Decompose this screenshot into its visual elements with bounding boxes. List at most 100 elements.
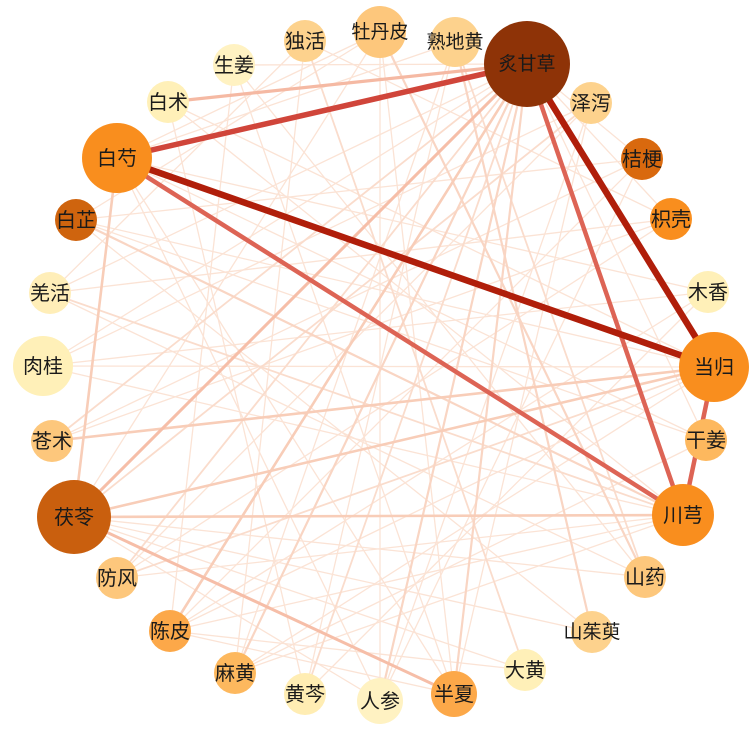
edge-baishao-shudihuang (116, 41, 456, 159)
edge-baishao-renshen (116, 157, 381, 702)
node-baizhu: 白术 (147, 81, 189, 123)
node-label-banxia: 半夏 (434, 682, 474, 706)
node-mahuang: 麻黄 (214, 652, 256, 694)
node-label-shengjiang: 生姜 (214, 53, 254, 77)
node-label-ganjiang: 干姜 (686, 428, 726, 452)
node-danggui: 当归 (679, 332, 749, 402)
node-circle-renshen (357, 678, 403, 724)
node-label-shudihuang: 熟地黄 (426, 31, 483, 53)
edge-zexie-fuling (73, 102, 592, 518)
node-fuling: 茯苓 (37, 480, 111, 554)
node-duhuo: 独活 (284, 20, 326, 62)
node-circle-shanyao (624, 556, 666, 598)
edge-mahuang-zhigancao (233, 62, 529, 675)
node-label-zhiqiao: 枳壳 (651, 207, 691, 231)
edge-dahuang-chenpi (169, 630, 526, 671)
edge-qianghuo-zhiqiao (49, 218, 672, 294)
node-chenpi: 陈皮 (149, 610, 191, 652)
node-circle-shudihuang (430, 17, 480, 67)
node-dahuang: 大黄 (504, 649, 546, 691)
node-circle-zexie (570, 82, 612, 124)
node-cangzhu: 苍术 (31, 420, 73, 462)
node-baizhi: 白芷 (55, 199, 97, 241)
node-zexie: 泽泻 (570, 82, 612, 124)
node-label-baizhu: 白术 (148, 90, 188, 114)
node-label-chenpi: 陈皮 (150, 619, 190, 643)
edge-cangzhu-jiegeng (51, 158, 643, 442)
edge-baishao-banxia (116, 157, 455, 695)
node-label-danggui: 当归 (694, 355, 734, 379)
edge-chenpi-zhigancao (168, 62, 529, 633)
edge-shanzhuyu-baizhi (75, 219, 593, 633)
node-circle-mudanpi (354, 6, 406, 58)
node-circle-shanzhuyu (571, 611, 613, 653)
node-ganjiang: 干姜 (685, 419, 727, 461)
edge-baizhu-chuanxiong (167, 101, 684, 516)
edge-baizhi-jiegeng (75, 158, 643, 221)
node-huangqin: 黄芩 (284, 673, 326, 715)
node-circle-baizhi (55, 199, 97, 241)
node-circle-mahuang (214, 652, 256, 694)
node-circle-chenpi (149, 610, 191, 652)
node-label-fangfeng: 防风 (97, 566, 137, 590)
edge-duhuo-zhiqiao (304, 40, 672, 220)
edge-fuling-mudanpi (73, 31, 381, 518)
edge-shanyao-qianghuo (49, 292, 646, 578)
node-circle-fuling (37, 480, 111, 554)
edge-fuling-danggui (72, 365, 716, 519)
node-shengjiang: 生姜 (213, 44, 255, 86)
node-shudihuang: 熟地黄 (426, 17, 484, 67)
node-label-baizhi: 白芷 (56, 208, 96, 232)
edge-zhigancao-fuling (72, 62, 529, 519)
node-zhigancao: 炙甘草 (484, 21, 570, 107)
edge-renshen-jiegeng (379, 158, 643, 702)
edge-renshen-zhigancao (378, 62, 529, 703)
node-label-zhigancao: 炙甘草 (498, 53, 555, 75)
edge-huangqin-muxiang (304, 291, 709, 695)
edge-fuling-dahuang (73, 516, 526, 671)
node-baishao: 白芍 (82, 123, 152, 193)
node-label-mudanpi: 牡丹皮 (351, 21, 408, 43)
node-circle-muxiang (687, 271, 729, 313)
node-circle-dahuang (504, 649, 546, 691)
node-rougui: 肉桂 (13, 336, 73, 396)
node-label-duhuo: 独活 (285, 29, 325, 53)
node-circle-jiegeng (621, 138, 663, 180)
edge-fangfeng-zhiqiao (116, 218, 672, 579)
edge-zhigancao-cangzhu (51, 63, 528, 442)
node-circle-shengjiang (213, 44, 255, 86)
node-circle-chuanxiong (652, 484, 714, 546)
node-label-chuanxiong: 川芎 (663, 503, 703, 527)
node-label-mahuang: 麻黄 (215, 661, 255, 685)
node-circle-baizhu (147, 81, 189, 123)
node-circle-zhiqiao (650, 198, 692, 240)
node-circle-zhigancao (484, 21, 570, 107)
edge-baizhi-chuanxiong (74, 218, 685, 517)
edge-fuling-banxia (72, 515, 456, 696)
edge-huangqin-baizhu (167, 101, 306, 695)
edge-zhigancao-qianghuo (49, 63, 528, 294)
node-label-cangzhu: 苍术 (32, 429, 72, 453)
node-circle-fangfeng (96, 557, 138, 599)
node-label-shanzhuyu: 山茱萸 (563, 621, 620, 643)
edge-chenpi-jiegeng (169, 158, 643, 632)
edge-shengjiang-shanyao (233, 64, 646, 578)
edge-banxia-zhigancao (452, 62, 529, 696)
node-circle-banxia (431, 671, 477, 717)
edge-fuling-chuanxiong (72, 513, 685, 519)
node-circle-huangqin (284, 673, 326, 715)
node-qianghuo: 羌活 (29, 272, 71, 314)
edge-zhigancao-baishao (114, 61, 530, 161)
edge-rougui-muxiang (42, 291, 709, 367)
edge-duhuo-dahuang (304, 40, 526, 671)
edge-huangqin-zhigancao (304, 63, 528, 695)
edge-qianghuo-duhuo (49, 40, 306, 294)
node-muxiang: 木香 (687, 271, 729, 313)
edge-baizhu-danggui (167, 101, 715, 368)
edge-zhigancao-fangfeng (116, 63, 528, 579)
edge-zhigancao-baizhu (166, 62, 529, 104)
edge-chuanxiong-fangfeng (116, 514, 684, 579)
node-label-dahuang: 大黄 (505, 658, 545, 682)
